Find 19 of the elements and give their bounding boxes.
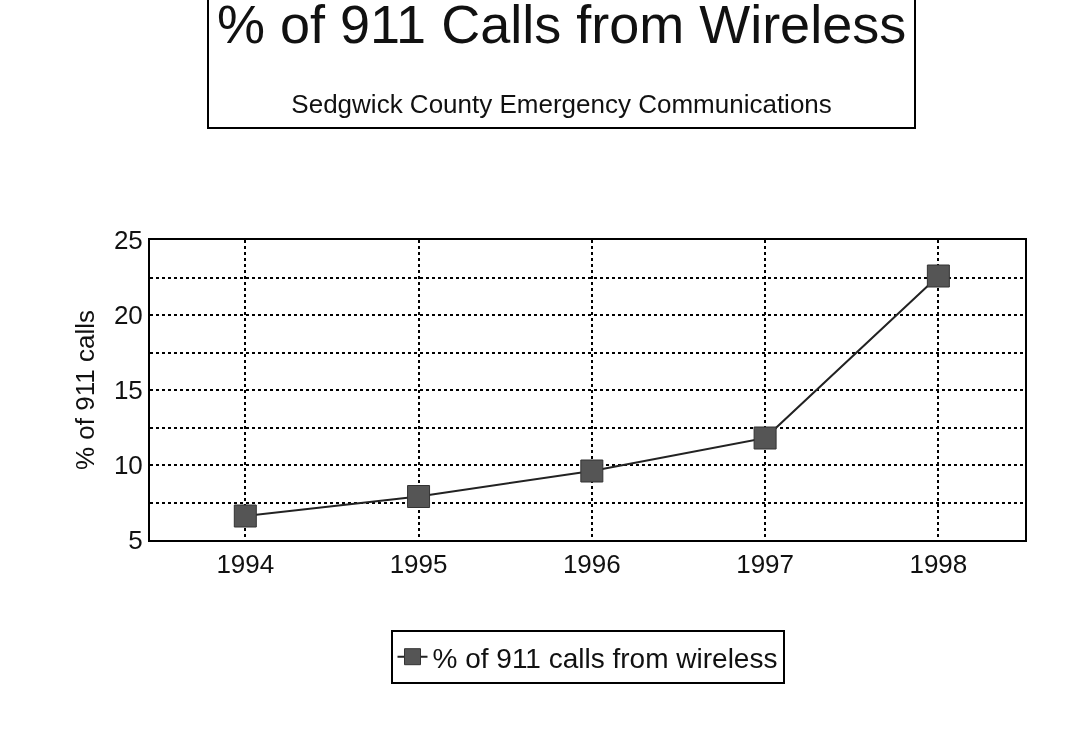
x-tick-label: 1995 — [389, 549, 448, 580]
x-tick-label: 1998 — [909, 549, 968, 580]
point — [407, 485, 431, 508]
chart-subtitle: Sedgwick County Emergency Communications — [291, 89, 832, 120]
x-tick-label: 1996 — [562, 549, 621, 580]
y-tick-label: 15 — [113, 375, 143, 406]
point — [580, 459, 604, 483]
point — [926, 264, 950, 288]
y-tick-label: 20 — [113, 300, 143, 331]
legend-label: % of 911 calls from wireless — [432, 642, 778, 674]
x-tick-label: 1994 — [216, 549, 275, 580]
point — [233, 504, 257, 528]
x-tick-label: 1997 — [736, 549, 795, 580]
chart-title: % of 911 Calls from Wireless — [217, 0, 907, 54]
point — [753, 426, 777, 450]
y-tick-label: 25 — [113, 225, 143, 256]
y-tick-label: 10 — [113, 450, 143, 481]
y-tick-label: 5 — [128, 525, 143, 556]
y-axis-title: % of 911 calls — [69, 310, 100, 470]
